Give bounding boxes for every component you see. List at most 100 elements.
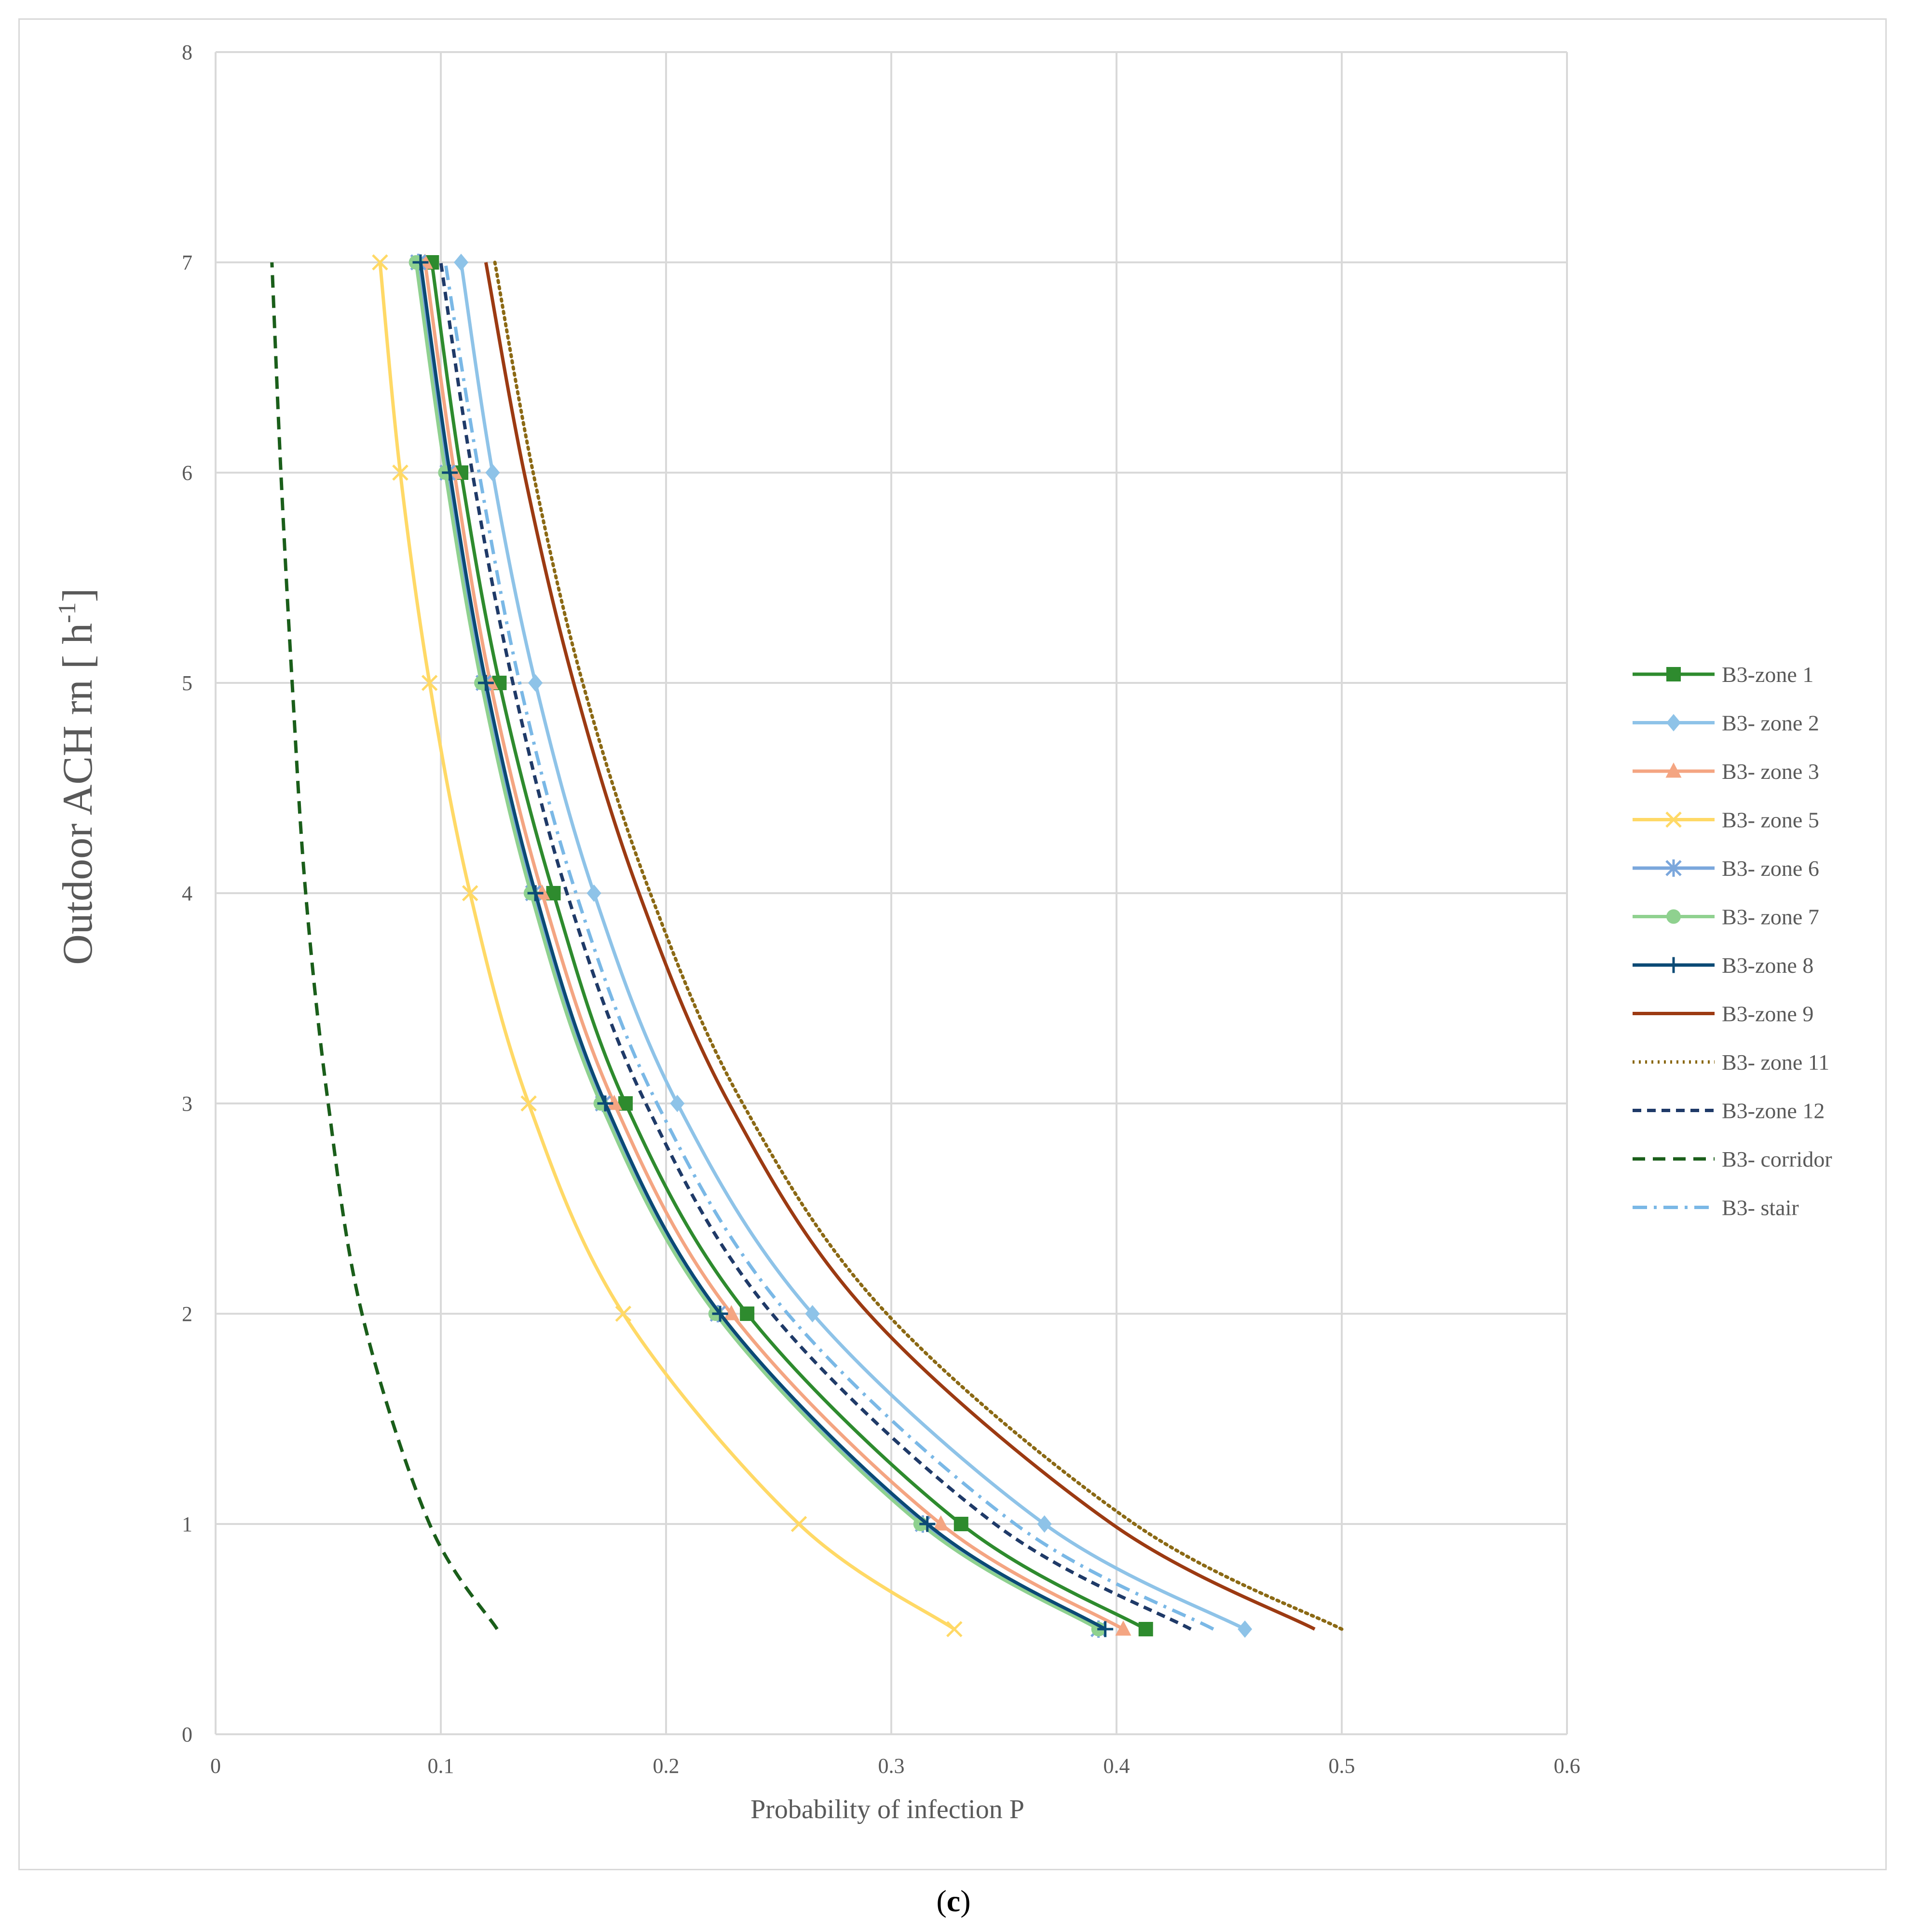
x-tick-label: 0.4: [1103, 1754, 1130, 1778]
legend-entry: B3- zone 11: [1633, 1050, 1829, 1075]
series-line: [459, 262, 1246, 1631]
data-point-marker: [462, 885, 478, 901]
data-point-marker: [527, 885, 544, 901]
y-tick-label: 0: [182, 1723, 192, 1746]
legend-label: B3-zone 8: [1722, 953, 1813, 978]
data-point-marker: [946, 1621, 963, 1637]
grid-layer: [215, 51, 1568, 1735]
legend-entry: B3- zone 2: [1633, 711, 1819, 735]
legend-label: B3-zone 12: [1722, 1099, 1825, 1123]
y-tick-label: 2: [182, 1302, 192, 1326]
data-point-marker: [421, 675, 438, 691]
legend-label: B3- zone 3: [1722, 759, 1819, 784]
series-b3-stair: [443, 262, 1214, 1631]
data-point-marker: [805, 1305, 820, 1322]
data-point-marker: [723, 1305, 739, 1320]
series-b3-zone-3: [417, 254, 1131, 1636]
data-point-marker: [485, 464, 500, 481]
x-axis-title: Probability of infection P: [750, 1795, 1024, 1824]
legend-entry: B3- corridor: [1633, 1147, 1832, 1171]
series-line: [443, 262, 1214, 1631]
x-tick-label: 0.6: [1554, 1754, 1580, 1778]
series-b3-zone-9: [484, 262, 1316, 1631]
series-line: [270, 262, 499, 1630]
y-tick-label: 4: [182, 882, 192, 905]
series-line: [439, 262, 1192, 1631]
legend: B3-zone 1 B3- zone 2 B3- zone 3 B3- zone 5 B…: [1633, 662, 1832, 1220]
legend-entry: B3-zone 9: [1633, 1002, 1813, 1026]
data-point-marker: [670, 1095, 685, 1112]
data-point-marker: [1666, 909, 1681, 924]
series-b3-zone-11: [493, 260, 1344, 1631]
data-point-marker: [1666, 667, 1681, 681]
legend-entry: B3- stair: [1633, 1196, 1799, 1220]
series-line: [419, 262, 1106, 1631]
y-tick-label: 3: [182, 1092, 192, 1116]
data-point-marker: [954, 1517, 968, 1531]
data-point-marker: [740, 1306, 755, 1321]
data-point-marker: [1665, 957, 1682, 973]
x-tick-label: 0.5: [1329, 1754, 1355, 1778]
series-b3-zone-7: [409, 255, 1106, 1636]
data-point-marker: [1097, 1621, 1114, 1637]
data-point-marker: [1666, 714, 1681, 732]
data-point-marker: [477, 675, 494, 691]
legend-entry: B3-zone 8: [1633, 953, 1813, 978]
data-point-marker: [597, 1095, 613, 1112]
data-point-marker: [586, 884, 601, 902]
y-axis-title-sup: -1: [54, 602, 81, 623]
data-point-marker: [919, 1516, 936, 1532]
series-b3-zone-6: [410, 254, 1107, 1638]
legend-label: B3- corridor: [1722, 1147, 1832, 1171]
series-b3-corridor: [270, 262, 499, 1630]
data-point-marker: [1037, 1515, 1052, 1533]
chart-frame: [18, 18, 1887, 1870]
legend-label: B3- stair: [1722, 1196, 1799, 1220]
legend-entry: B3- zone 6: [1633, 856, 1819, 881]
figure-caption: (c): [0, 1883, 1907, 1919]
series-line: [414, 262, 1100, 1631]
y-tick-label: 1: [182, 1512, 192, 1536]
legend-label: B3- zone 5: [1722, 808, 1819, 832]
data-point-marker: [1138, 1622, 1153, 1636]
series-layer: [270, 254, 1344, 1638]
legend-label: B3- zone 6: [1722, 856, 1819, 881]
legend-label: B3- zone 2: [1722, 711, 1819, 735]
tick-label-layer: 0 1 2 3 4 5 6 7 8 0 0.1 0.2 0.3 0.4 0.5 0.6: [182, 41, 1580, 1778]
y-tick-label: 6: [182, 461, 192, 485]
data-point-marker: [1665, 762, 1682, 778]
legend-entry: B3- zone 7: [1633, 905, 1819, 929]
data-point-marker: [1238, 1620, 1253, 1638]
data-point-marker: [933, 1515, 949, 1531]
series-b3-zone-1: [424, 255, 1153, 1636]
data-point-marker: [615, 1306, 632, 1322]
legend-entry: B3-zone 1: [1633, 662, 1813, 687]
data-point-marker: [454, 254, 469, 271]
x-tick-label: 0.2: [653, 1754, 680, 1778]
data-point-marker: [528, 674, 543, 692]
legend-label: B3-zone 1: [1722, 662, 1813, 687]
x-tick-label: 0.1: [428, 1754, 454, 1778]
data-point-marker: [1665, 811, 1682, 828]
y-axis-title-end: ]: [54, 588, 101, 602]
data-point-marker: [372, 254, 388, 271]
legend-label: B3- zone 7: [1722, 905, 1819, 929]
data-point-marker: [412, 254, 429, 271]
legend-entry: B3- zone 5: [1633, 808, 1819, 832]
caption-close: ): [960, 1884, 971, 1918]
series-line: [378, 262, 955, 1631]
data-point-marker: [1665, 859, 1682, 877]
series-line: [484, 262, 1316, 1631]
series-line: [430, 262, 1147, 1631]
y-axis-title: Outdoor ACH rn [ h-1]: [54, 588, 101, 965]
series-line: [416, 262, 1100, 1631]
caption-letter: c: [946, 1884, 961, 1918]
y-tick-label: 8: [182, 41, 192, 64]
x-tick-label: 0: [210, 1754, 221, 1778]
x-tick-label: 0.3: [878, 1754, 905, 1778]
legend-entry: B3- zone 3: [1633, 759, 1819, 784]
data-point-marker: [442, 464, 458, 481]
caption-open: (: [936, 1884, 947, 1918]
series-b3-zone-5: [372, 254, 963, 1637]
